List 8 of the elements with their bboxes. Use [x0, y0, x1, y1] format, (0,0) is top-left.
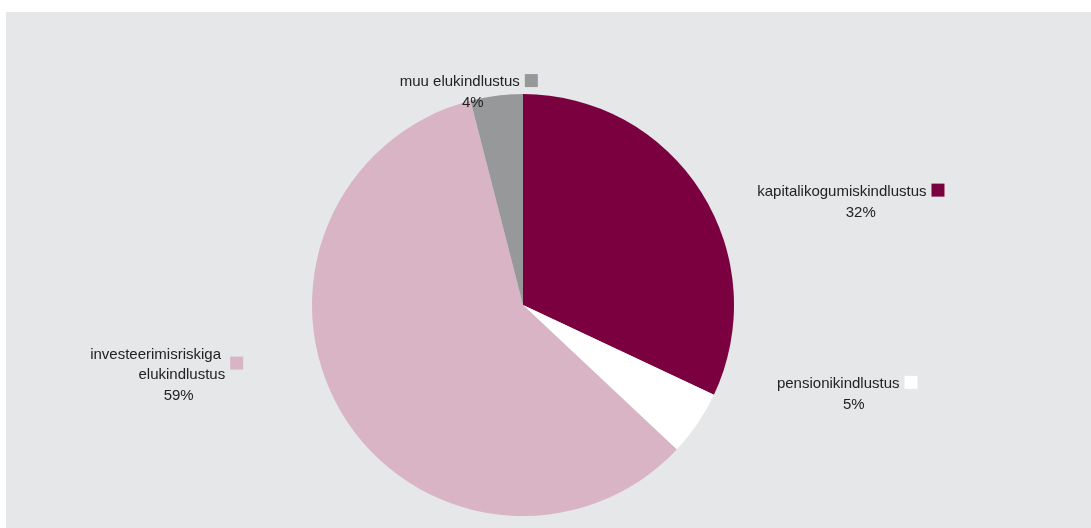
legend-label: pensionikindlustus — [776, 373, 900, 391]
data-label: 32% — [845, 202, 876, 220]
data-label: 4% — [462, 93, 484, 111]
legend-label: kapitalikogumiskindlustus — [757, 181, 927, 199]
data-label: 5% — [842, 394, 865, 412]
legend-label: investeerimisriskiga elukindlustus — [90, 344, 226, 382]
legend-label: muu elukindlustus — [399, 72, 520, 90]
data-label: 59% — [163, 385, 194, 403]
